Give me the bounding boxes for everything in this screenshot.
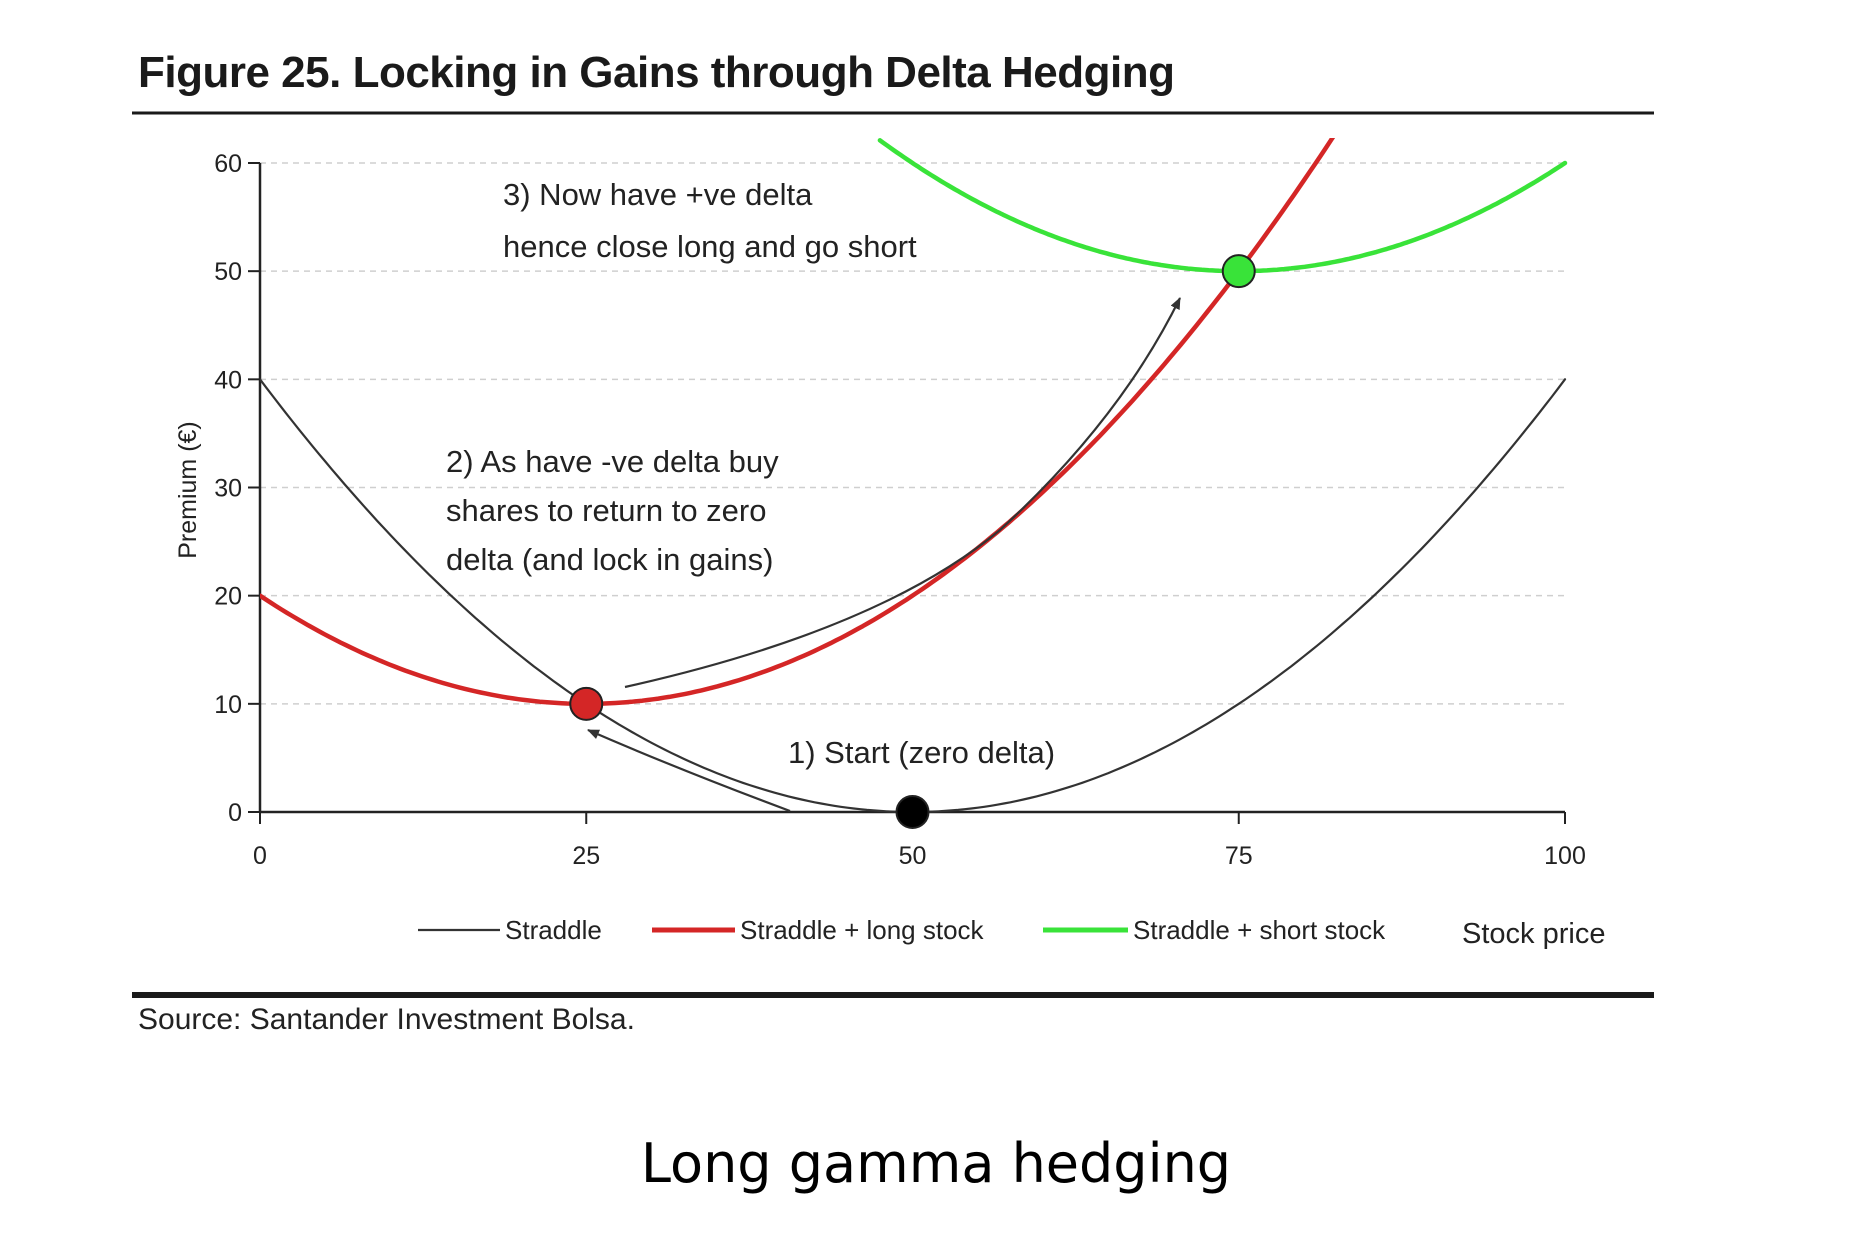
x-tick-label: 50 [899,842,927,870]
legend-label: Straddle + long stock [740,915,985,945]
arrow-start-to-lock [587,728,791,813]
y-tick-label: 50 [214,258,242,286]
marker-go-short [1221,254,1256,289]
arrow-lock-to-short [624,297,1181,689]
legend-label: Straddle + short stock [1133,915,1386,945]
annotation-step2-line: shares to return to zero [446,493,767,528]
x-tick-label: 100 [1544,842,1586,870]
y-tick-label: 40 [214,366,242,394]
x-axis-label: Stock price [1462,918,1605,950]
figure-title: Figure 25. Locking in Gains through Delt… [138,48,1175,97]
annotation-step2-line: 2) As have -ve delta buy [446,444,779,479]
series-line-straddle-long-stock [260,138,1336,707]
annotation-step3-line: hence close long and go short [503,229,917,264]
x-tick-label: 25 [572,842,600,870]
slide-caption: Long gamma hedging [640,1132,1232,1195]
series-line-straddle-short-stock [877,138,1568,274]
point-markers [569,254,1256,829]
y-tick-label: 0 [228,799,242,827]
source-note: Source: Santander Investment Bolsa. [138,1003,635,1036]
y-tick-label: 60 [214,150,242,178]
annotation-step3-line: 3) Now have +ve delta [503,177,813,212]
y-tick-label: 20 [214,583,242,611]
annotation-step2-line: delta (and lock in gains) [446,542,773,577]
x-tick-label: 0 [253,842,267,870]
y-tick-label: 10 [214,691,242,719]
annotations: 1) Start (zero delta) 2) As have -ve delt… [446,177,1181,813]
legend-label: Straddle [505,915,602,945]
y-axis-label: Premium (€) [174,421,202,559]
y-tick-label: 30 [214,475,242,503]
x-tick-label: 75 [1225,842,1253,870]
legend: Straddle Straddle + long stock Straddle + … [418,915,1605,950]
marker-start [895,795,930,829]
marker-lock-in-gains [569,686,604,721]
annotation-start: 1) Start (zero delta) [788,735,1055,770]
